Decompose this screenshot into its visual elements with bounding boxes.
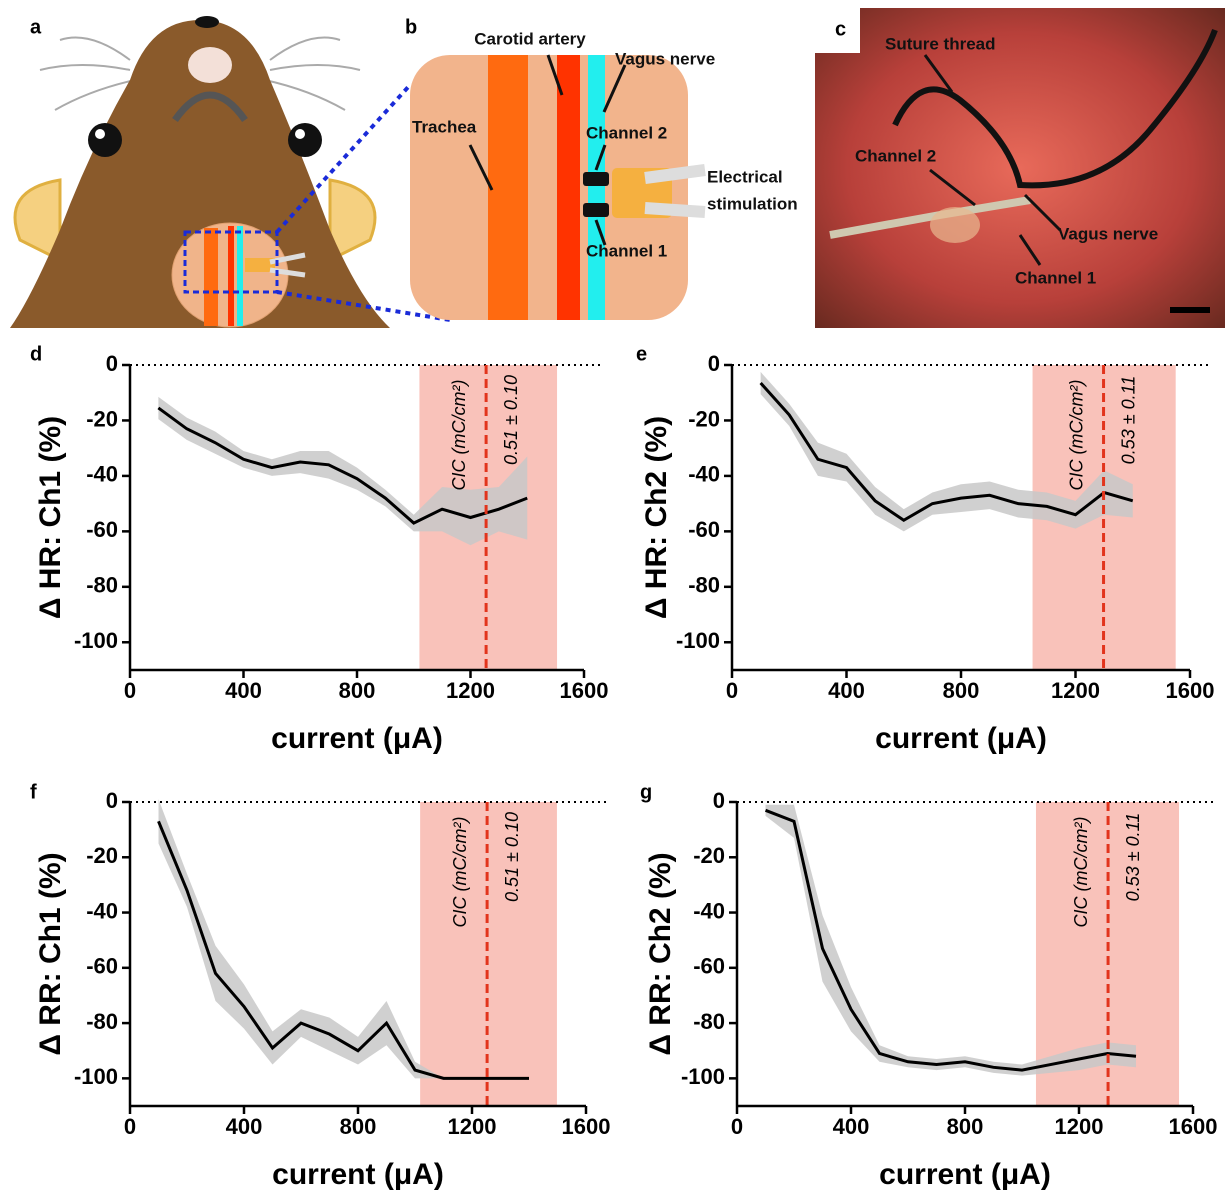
y-tick-label: -80 [688, 573, 720, 598]
x-axis-label: current (μA) [879, 1158, 1051, 1191]
y-tick-label: -40 [693, 898, 725, 923]
y-axis-label: Δ HR: Ch2 (%) [640, 416, 673, 619]
x-tick-label: 0 [726, 678, 738, 703]
x-tick-label: 800 [943, 678, 980, 703]
chart: CIC (mC/cm²) 0.51 ± 0.10 0 -20 -40 -60 -80 -100… [30, 781, 610, 1191]
panel-label: e [636, 343, 647, 365]
x-tick-label: 800 [947, 1114, 984, 1139]
annotation: 0.51 ± 0.10 [502, 812, 522, 902]
x-tick-label: 1600 [1166, 678, 1215, 703]
y-tick-label: -60 [86, 517, 118, 542]
y-tick-label: -100 [676, 628, 720, 653]
y-axis-label: Δ RR: Ch1 (%) [34, 852, 67, 1055]
photo-label: Channel 2 [855, 146, 936, 165]
y-tick-label: 0 [708, 351, 720, 376]
y-tick-label: 0 [713, 788, 725, 813]
x-tick-label: 1600 [560, 678, 609, 703]
schematic-label: Carotid artery [474, 29, 586, 48]
chart: CIC (mC/cm²) 0.53 ± 0.11 0 -20 -40 -60 -80 -100… [640, 781, 1217, 1191]
schematic-label: Vagus nerve [615, 49, 715, 68]
y-tick-label: -40 [86, 462, 118, 487]
mouse-illustration [10, 16, 450, 328]
y-tick-label: -40 [86, 898, 118, 923]
schematic [410, 55, 705, 320]
x-tick-label: 1600 [562, 1114, 611, 1139]
annotation: CIC (mC/cm²) [449, 380, 469, 491]
photo-label: Channel 1 [1015, 268, 1096, 287]
panel-label: f [30, 781, 37, 803]
panel-label: b [405, 16, 417, 38]
y-tick-label: -20 [693, 843, 725, 868]
x-tick-label: 1200 [1051, 678, 1100, 703]
annotation: CIC (mC/cm²) [1066, 380, 1086, 491]
figure: a b Carotid artery Vagus nerve Trachea C… [0, 0, 1231, 1198]
y-tick-label: -60 [86, 954, 118, 979]
annotation: CIC (mC/cm²) [1071, 817, 1091, 928]
y-tick-label: -20 [688, 406, 720, 431]
x-axis-label: current (μA) [272, 1158, 444, 1191]
y-tick-label: -60 [688, 517, 720, 542]
y-tick-label: -80 [693, 1009, 725, 1034]
annotation: 0.53 ± 0.11 [1118, 376, 1138, 465]
panel-label: a [30, 16, 42, 38]
schematic-label: Channel 1 [586, 241, 667, 260]
panel-label: g [640, 781, 652, 803]
y-tick-label: -20 [86, 406, 118, 431]
photo-label: Vagus nerve [1058, 224, 1158, 243]
y-tick-label: -100 [681, 1064, 725, 1089]
x-tick-label: 0 [124, 678, 136, 703]
x-tick-label: 400 [833, 1114, 870, 1139]
chart: CIC (mC/cm²) 0.51 ± 0.10 0 -20 -40 -60 -80 -100… [30, 343, 608, 755]
chart: CIC (mC/cm²) 0.53 ± 0.11 0 -20 -40 -60 -80 -100… [636, 343, 1214, 755]
annotation: CIC (mC/cm²) [450, 817, 470, 928]
x-tick-label: 0 [124, 1114, 136, 1139]
x-tick-label: 400 [828, 678, 865, 703]
photo-label: Suture thread [885, 34, 996, 53]
y-tick-label: -20 [86, 843, 118, 868]
x-tick-label: 800 [339, 678, 376, 703]
schematic-label: stimulation [707, 194, 798, 213]
panel-label: d [30, 343, 42, 365]
x-tick-label: 0 [731, 1114, 743, 1139]
schematic-label: Electrical [707, 167, 783, 186]
x-tick-label: 400 [226, 1114, 263, 1139]
y-tick-label: -100 [74, 628, 118, 653]
y-tick-label: -100 [74, 1064, 118, 1089]
annotation: 0.53 ± 0.11 [1123, 813, 1143, 902]
y-axis-label: Δ RR: Ch2 (%) [644, 852, 677, 1055]
x-tick-label: 1200 [448, 1114, 497, 1139]
y-tick-label: -80 [86, 573, 118, 598]
x-axis-label: current (μA) [271, 722, 443, 755]
annotation: 0.51 ± 0.10 [501, 375, 521, 465]
y-tick-label: -40 [688, 462, 720, 487]
y-tick-label: -60 [693, 954, 725, 979]
x-tick-label: 1200 [1055, 1114, 1104, 1139]
schematic-label: Channel 2 [586, 123, 667, 142]
y-tick-label: 0 [106, 351, 118, 376]
panel-label: c [835, 18, 846, 40]
x-tick-label: 1200 [446, 678, 495, 703]
x-axis-label: current (μA) [875, 722, 1047, 755]
x-tick-label: 800 [340, 1114, 377, 1139]
x-tick-label: 1600 [1169, 1114, 1218, 1139]
x-tick-label: 400 [225, 678, 262, 703]
y-axis-label: Δ HR: Ch1 (%) [34, 416, 67, 619]
schematic-label: Trachea [412, 117, 477, 136]
y-tick-label: -80 [86, 1009, 118, 1034]
y-tick-label: 0 [106, 788, 118, 813]
